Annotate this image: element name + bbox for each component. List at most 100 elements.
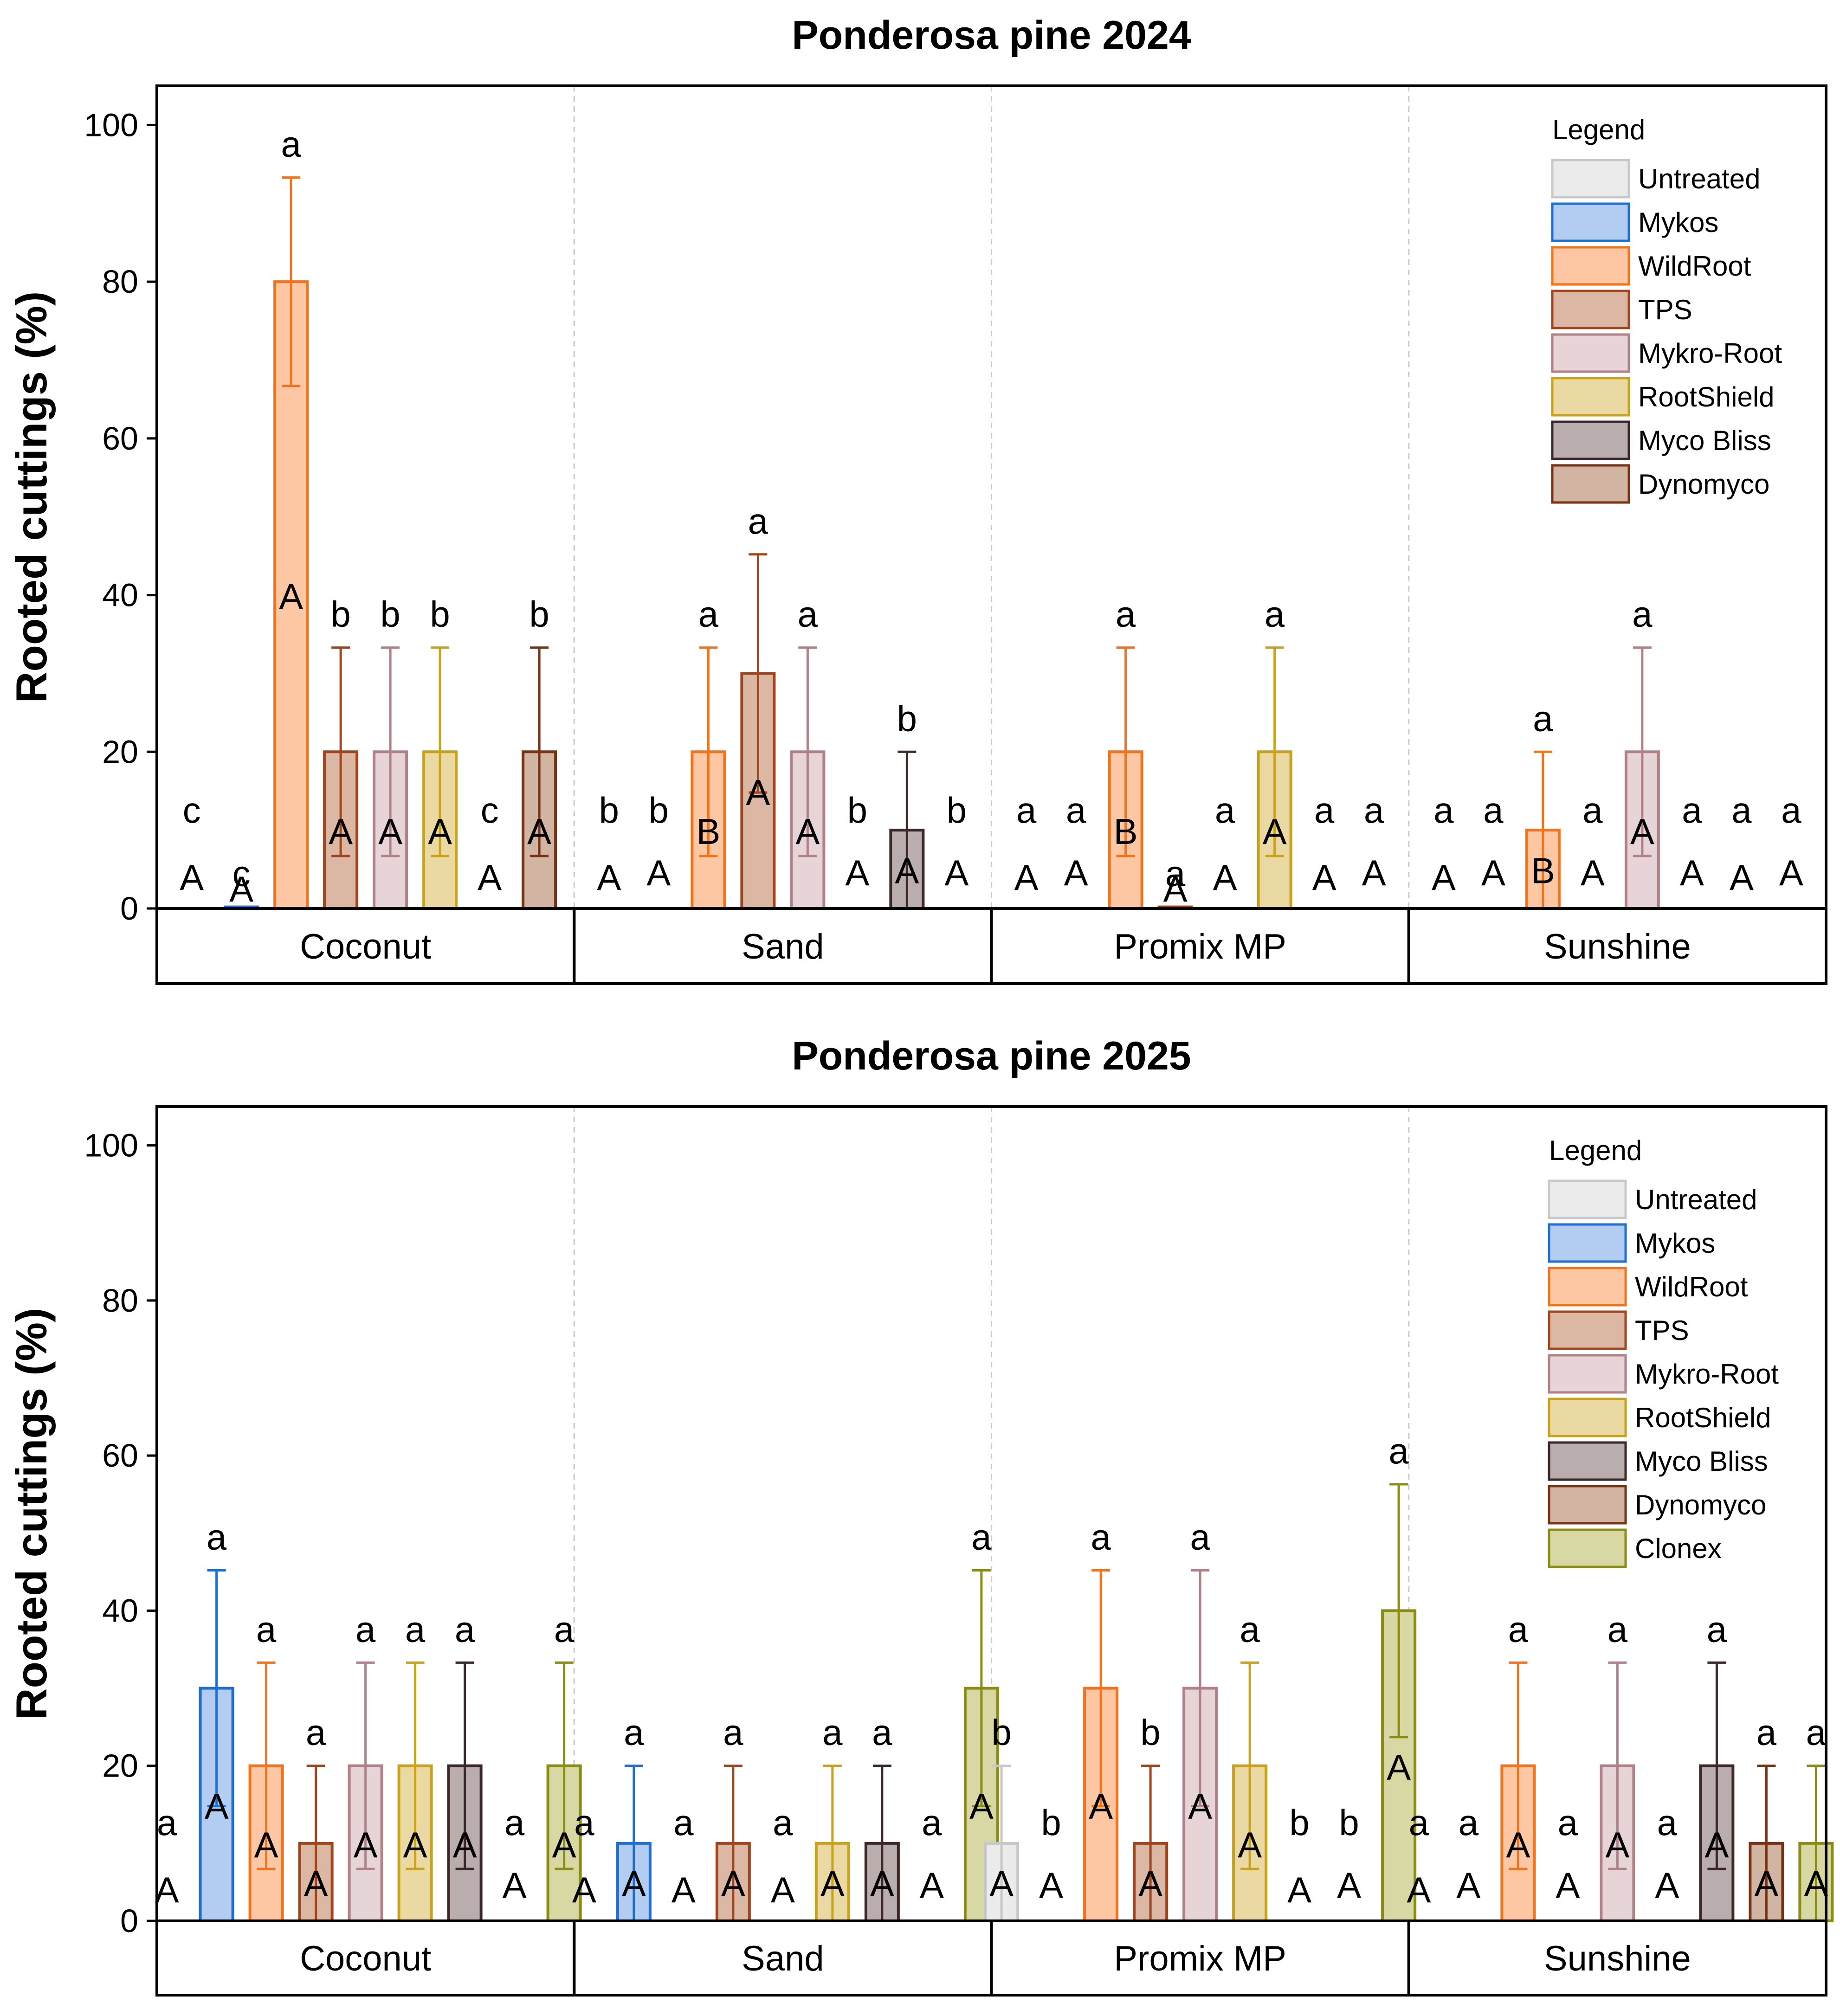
significance-letter-upper: A bbox=[428, 811, 452, 852]
chart-panel-2: Ponderosa pine 2025 Rooted cuttings (%) 0 2… bbox=[7, 1034, 1834, 1997]
y-tick-label: 100 bbox=[84, 1127, 138, 1164]
significance-letter-lower: b bbox=[380, 594, 400, 635]
legend-swatch bbox=[1548, 1398, 1627, 1437]
x-category-label: Coconut bbox=[300, 1939, 431, 1978]
legend-swatch bbox=[1548, 1179, 1627, 1219]
significance-letter-lower: a bbox=[1682, 790, 1702, 831]
significance-letter-lower: a bbox=[157, 1802, 177, 1843]
legend-swatch bbox=[1551, 159, 1630, 199]
y-tick-label: 20 bbox=[102, 734, 138, 770]
significance-letter-lower: a bbox=[798, 594, 818, 635]
significance-letter-upper: A bbox=[1655, 1865, 1679, 1906]
significance-letter-upper: A bbox=[944, 852, 968, 893]
significance-letter-lower: b bbox=[1140, 1712, 1160, 1753]
significance-letter-upper: A bbox=[378, 811, 402, 852]
y-tick-label: 80 bbox=[102, 264, 138, 300]
significance-letter-lower: a bbox=[1016, 790, 1037, 831]
significance-letter-upper: A bbox=[597, 857, 621, 898]
significance-letter-upper: A bbox=[671, 1869, 696, 1910]
significance-letter-upper: A bbox=[1779, 852, 1803, 893]
chart-title: Ponderosa pine 2024 bbox=[792, 13, 1191, 58]
significance-letter-lower: a bbox=[504, 1802, 525, 1843]
significance-letter-lower: a bbox=[822, 1712, 843, 1753]
legend-swatch bbox=[1548, 1354, 1627, 1394]
significance-letter-upper: A bbox=[1556, 1865, 1580, 1906]
y-tick-label: 100 bbox=[84, 107, 138, 143]
significance-letter-upper: A bbox=[180, 857, 204, 898]
significance-letter-upper: A bbox=[1581, 852, 1605, 893]
significance-letter-upper: A bbox=[478, 857, 502, 898]
significance-letter-lower: c bbox=[481, 790, 499, 831]
significance-letter-lower: a bbox=[1632, 594, 1653, 635]
significance-letter-upper: A bbox=[820, 1863, 845, 1904]
significance-letter-upper: A bbox=[1138, 1863, 1162, 1904]
significance-letter-lower: a bbox=[1608, 1609, 1628, 1649]
legend-label: Mykro-Root bbox=[1635, 1359, 1779, 1390]
significance-letter-upper: A bbox=[329, 811, 353, 852]
significance-letter-upper: A bbox=[1387, 1747, 1411, 1788]
significance-letter-upper: A bbox=[1506, 1824, 1530, 1865]
x-category-label: Sunshine bbox=[1544, 1939, 1691, 1978]
significance-letter-upper: A bbox=[1287, 1869, 1311, 1910]
significance-letter-lower: a bbox=[1388, 1430, 1409, 1471]
significance-letter-upper: A bbox=[1238, 1824, 1262, 1865]
significance-letter-upper: B bbox=[696, 811, 720, 852]
significance-letter-upper: A bbox=[969, 1785, 994, 1826]
significance-letter-upper: A bbox=[1263, 811, 1287, 852]
significance-letter-lower: a bbox=[1190, 1517, 1210, 1558]
significance-letter-upper: A bbox=[229, 869, 253, 909]
x-category-box bbox=[1407, 1919, 1827, 1997]
significance-letter-upper: A bbox=[646, 852, 671, 893]
legend-label: Mykro-Root bbox=[1638, 338, 1782, 369]
significance-letter-lower: a bbox=[1806, 1712, 1827, 1753]
x-category-label: Coconut bbox=[300, 927, 431, 966]
legend-label: RootShield bbox=[1635, 1402, 1771, 1433]
significance-letter-upper: A bbox=[155, 1869, 179, 1910]
legend-label: Myco Bliss bbox=[1635, 1446, 1768, 1477]
legend-label: Dynomyco bbox=[1638, 469, 1769, 500]
significance-letter-upper: A bbox=[1804, 1863, 1828, 1904]
legend-swatch bbox=[1551, 246, 1630, 286]
y-tick-label: 20 bbox=[102, 1748, 138, 1784]
significance-letter-upper: A bbox=[1432, 857, 1456, 898]
significance-letter-lower: c bbox=[232, 853, 251, 894]
significance-letter-lower: a bbox=[1314, 790, 1335, 831]
significance-letter-upper: A bbox=[1188, 1785, 1212, 1826]
legend-label: Mykos bbox=[1638, 207, 1718, 238]
significance-letter-lower: b bbox=[991, 1712, 1011, 1753]
significance-letter-upper: A bbox=[403, 1824, 427, 1865]
significance-letter-lower: b bbox=[1339, 1802, 1359, 1843]
significance-letter-upper: A bbox=[1089, 1785, 1113, 1826]
y-tick-label: 60 bbox=[102, 420, 138, 457]
significance-letter-upper: A bbox=[354, 1824, 378, 1865]
legend-swatch bbox=[1551, 202, 1630, 242]
y-axis-label: Rooted cuttings (%) bbox=[7, 291, 56, 703]
significance-letter-upper: A bbox=[572, 1869, 596, 1910]
y-tick-label: 0 bbox=[120, 890, 138, 927]
x-category-label: Promix MP bbox=[1114, 1939, 1286, 1978]
significance-letter-upper: A bbox=[1481, 852, 1505, 893]
significance-letter-lower: a bbox=[922, 1802, 942, 1843]
significance-letter-upper: A bbox=[895, 850, 919, 891]
significance-letter-lower: a bbox=[1657, 1802, 1678, 1843]
significance-letter-upper: A bbox=[1064, 852, 1088, 893]
significance-letter-lower: a bbox=[306, 1712, 326, 1753]
significance-letter-lower: a bbox=[723, 1712, 743, 1753]
legend-label: WildRoot bbox=[1638, 251, 1751, 282]
significance-letter-lower: a bbox=[872, 1712, 892, 1753]
significance-letter-upper: A bbox=[1163, 869, 1188, 909]
y-tick-label: 40 bbox=[102, 577, 138, 613]
significance-letter-lower: a bbox=[1364, 790, 1384, 831]
significance-letter-lower: a bbox=[1165, 853, 1186, 894]
significance-letter-lower: b bbox=[430, 594, 450, 635]
x-category-label: Sand bbox=[742, 927, 824, 966]
significance-letter-upper: A bbox=[1704, 1824, 1729, 1865]
significance-letter-lower: a bbox=[1240, 1609, 1260, 1649]
legend-label: RootShield bbox=[1638, 381, 1775, 412]
significance-letter-lower: a bbox=[256, 1609, 277, 1649]
significance-letter-lower: a bbox=[1731, 790, 1752, 831]
significance-letter-upper: A bbox=[1014, 857, 1039, 898]
